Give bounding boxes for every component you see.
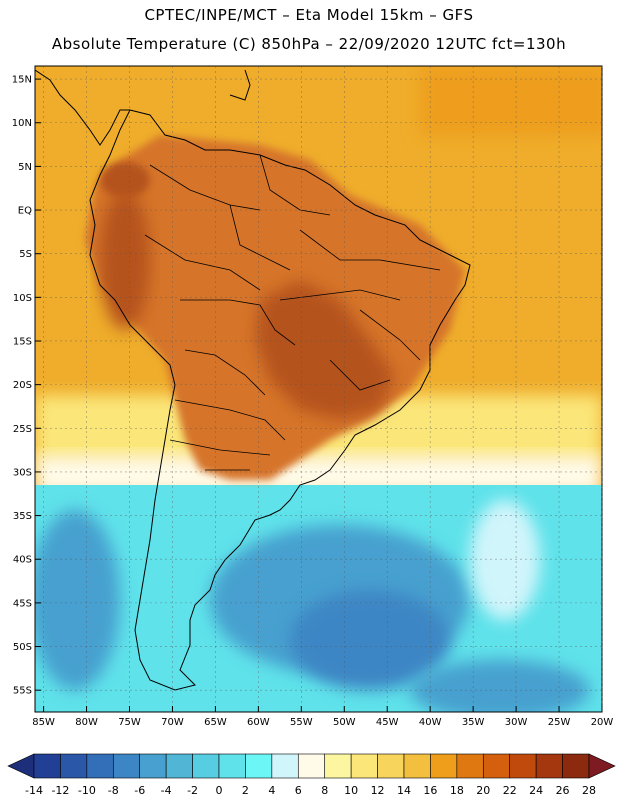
colorbar-label: 6 [295, 784, 302, 797]
colorbar-label: -6 [134, 784, 145, 797]
map-frame [34, 65, 603, 713]
lat-tick-label: 35S [13, 511, 32, 522]
colorbar-swatch [324, 753, 352, 779]
field-land-very-hot [255, 280, 395, 420]
colorbar-under-arrow [7, 753, 35, 779]
colorbar-label: -10 [78, 784, 96, 797]
colorbar: -14 -12 -10 -8 -6 -4 -2 0 2 4 6 8 10 12 14 16 18 20 22 24 26… [7, 753, 616, 797]
lon-tick-label: 70W [161, 717, 184, 728]
colorbar-swatch [535, 753, 563, 779]
colorbar-swatch [562, 753, 590, 779]
colorbar-label: 16 [423, 784, 437, 797]
colorbar-label: 18 [450, 784, 464, 797]
lon-tick-label: 55W [290, 717, 313, 728]
lat-tick-label: 50S [13, 642, 32, 653]
field-pale-tongue [470, 500, 540, 620]
colorbar-label: 4 [268, 784, 275, 797]
colorbar-label: 20 [476, 784, 490, 797]
colorbar-swatch [165, 753, 193, 779]
longitude-axis: 85W 80W 75W 70W 65W 60W 55W 50W 45W 40W 35W 30W 25W 2… [32, 706, 613, 728]
colorbar-label: 24 [529, 784, 543, 797]
colorbar-swatch [60, 753, 88, 779]
colorbar-label: 0 [216, 784, 223, 797]
colorbar-swatch [192, 753, 220, 779]
lat-tick-label: 10N [12, 118, 32, 129]
colorbar-label: -8 [108, 784, 119, 797]
colorbar-label: 22 [503, 784, 517, 797]
field-hot-northeast [420, 66, 602, 136]
lat-tick-label: 45S [13, 598, 32, 609]
coastline-caribbean [229, 69, 251, 101]
colorbar-swatch [86, 753, 114, 779]
coastline-south-america [89, 109, 471, 691]
lat-tick-label: 30S [13, 467, 32, 478]
colorbar-label: 12 [371, 784, 385, 797]
lon-tick-label: 65W [204, 717, 227, 728]
colorbar-swatch [33, 753, 61, 779]
coastline-central-america [35, 69, 130, 146]
country-borders [144, 154, 441, 471]
colorbar-swatch [430, 753, 458, 779]
lat-tick-label: 10S [13, 293, 32, 304]
colorbar-swatch [456, 753, 484, 779]
colorbar-swatch [509, 753, 537, 779]
colorbar-swatch [218, 753, 246, 779]
lat-tick-label: 25S [13, 424, 32, 435]
field-hot-venezuela [100, 162, 150, 198]
colorbar-swatch [271, 753, 299, 779]
temperature-field [35, 66, 602, 712]
lat-tick-label: 5S [19, 249, 32, 260]
field-deep-blue-core [290, 590, 450, 690]
latitude-axis: 15N 10N 5N EQ 5S 10S 15S 20S 25S 30S 35S 40S 45S 50S 5… [12, 75, 41, 697]
colorbar-label: -12 [51, 784, 69, 797]
lat-tick-label: 40S [13, 555, 32, 566]
colorbar-swatch [403, 753, 431, 779]
lat-tick-label: 20S [13, 380, 32, 391]
lon-tick-label: 50W [333, 717, 356, 728]
lon-tick-label: 40W [419, 717, 442, 728]
colorbar-swatch [112, 753, 141, 779]
colorbar-swatch [482, 753, 511, 779]
colorbar-over-arrow [588, 753, 616, 779]
colorbar-label: 28 [582, 784, 596, 797]
lon-tick-label: 80W [75, 717, 98, 728]
colorbar-swatch [297, 753, 326, 779]
colorbar-label: -2 [187, 784, 198, 797]
chart-title-line2: Absolute Temperature (C) 850hPa – 22/09/… [51, 35, 567, 53]
lat-tick-label: 15N [12, 75, 32, 86]
lat-tick-label: EQ [18, 206, 32, 217]
lon-tick-label: 85W [32, 717, 55, 728]
lon-tick-label: 20W [591, 717, 614, 728]
colorbar-swatch [139, 753, 167, 779]
field-hot-andes-north [100, 190, 150, 330]
colorbar-label: 8 [321, 784, 328, 797]
colorbar-swatch [350, 753, 378, 779]
lon-tick-label: 30W [505, 717, 528, 728]
lon-tick-label: 75W [118, 717, 141, 728]
colorbar-label: 26 [556, 784, 570, 797]
colorbar-label: 2 [242, 784, 249, 797]
lat-tick-label: 5N [18, 162, 32, 173]
lon-tick-label: 60W [247, 717, 270, 728]
colorbar-swatch [245, 753, 273, 779]
field-blue-pacific [35, 510, 120, 690]
lat-tick-label: 55S [13, 686, 32, 697]
field-blue-southeast [410, 660, 590, 712]
colorbar-label: -4 [161, 784, 172, 797]
lon-tick-label: 35W [462, 717, 485, 728]
lon-tick-label: 45W [376, 717, 399, 728]
lat-tick-label: 15S [13, 336, 32, 347]
lon-tick-label: 25W [548, 717, 571, 728]
colorbar-label: 14 [397, 784, 411, 797]
colorbar-label: 10 [344, 784, 358, 797]
colorbar-swatch [377, 753, 405, 779]
colorbar-label: -14 [25, 784, 43, 797]
chart-title-line1: CPTEC/INPE/MCT – Eta Model 15km – GFS [144, 6, 474, 24]
